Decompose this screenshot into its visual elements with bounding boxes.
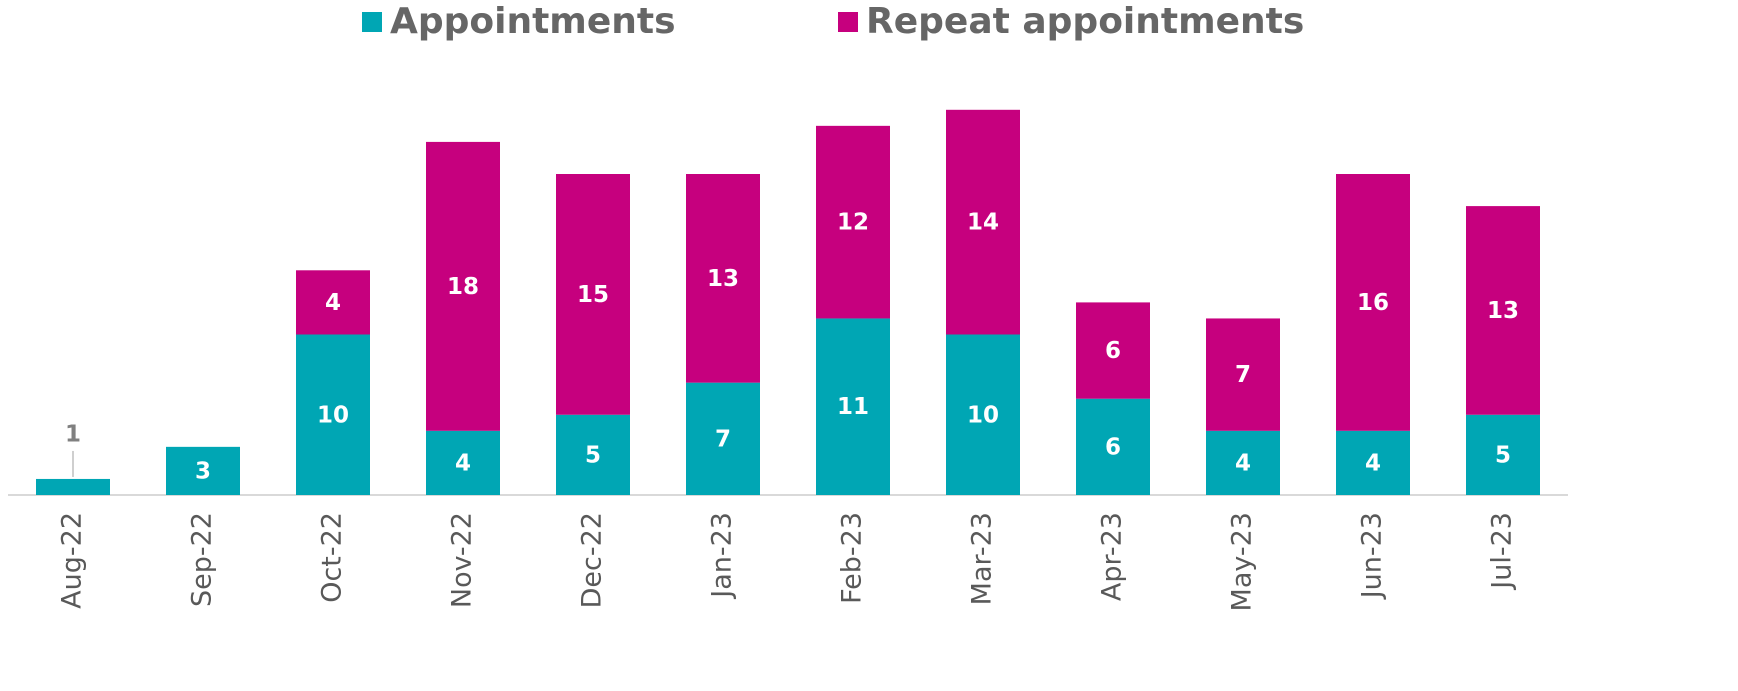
legend-swatch xyxy=(362,12,382,32)
bar-segment xyxy=(946,109,1020,335)
bar-segment xyxy=(1336,174,1410,431)
bar-segment xyxy=(1076,302,1150,399)
value-label: 1 xyxy=(65,421,81,447)
value-label: 4 xyxy=(325,290,341,316)
x-tick-label: Apr-23 xyxy=(1097,512,1128,601)
legend-label: Repeat appointments xyxy=(866,1,1304,42)
bar-segment xyxy=(296,334,370,495)
bar-segment xyxy=(426,430,500,495)
bar-segment xyxy=(1336,430,1410,495)
bar-segment xyxy=(36,478,110,495)
value-label: 10 xyxy=(967,402,999,428)
value-label: 7 xyxy=(1235,362,1251,388)
bar-segment xyxy=(1466,206,1540,415)
value-label: 16 xyxy=(1357,290,1389,316)
bar-segment xyxy=(556,414,630,495)
value-label: 4 xyxy=(1365,450,1381,476)
bar-segment xyxy=(556,174,630,415)
bar-segment xyxy=(816,318,890,495)
bar-segment xyxy=(1466,414,1540,495)
value-label: 5 xyxy=(1495,442,1511,468)
x-tick-label: Dec-22 xyxy=(577,512,608,608)
value-label: 5 xyxy=(585,442,601,468)
value-label: 12 xyxy=(837,210,869,236)
value-label: 6 xyxy=(1105,338,1121,364)
legend-swatch xyxy=(838,12,858,32)
x-tick-label: Jun-23 xyxy=(1357,512,1388,600)
value-label: 18 xyxy=(447,274,479,300)
bar-segment xyxy=(1206,318,1280,431)
bar-segment xyxy=(686,382,760,495)
x-tick-label: Nov-22 xyxy=(447,512,478,608)
x-tick-label: Jul-23 xyxy=(1487,512,1518,591)
value-label: 15 xyxy=(577,282,609,308)
x-tick-label: Sep-22 xyxy=(187,512,218,607)
value-label: 10 xyxy=(317,402,349,428)
value-label: 13 xyxy=(707,266,739,292)
value-label: 4 xyxy=(455,450,471,476)
value-label: 14 xyxy=(967,210,999,236)
x-tick-label: Aug-22 xyxy=(57,512,88,609)
x-tick-label: Feb-23 xyxy=(837,512,868,604)
bar-segment xyxy=(166,446,240,495)
value-label: 7 xyxy=(715,426,731,452)
bar-segment xyxy=(426,141,500,431)
value-label: 4 xyxy=(1235,450,1251,476)
bar-segment xyxy=(1206,430,1280,495)
bar-segment xyxy=(296,270,370,335)
value-label: 13 xyxy=(1487,298,1519,324)
value-label: 3 xyxy=(195,458,211,484)
value-label: 11 xyxy=(837,394,869,420)
x-tick-label: Oct-22 xyxy=(317,512,348,603)
x-tick-label: Mar-23 xyxy=(967,512,998,605)
bar-segment xyxy=(816,125,890,319)
legend-label: Appointments xyxy=(390,1,676,42)
x-tick-label: May-23 xyxy=(1227,512,1258,611)
bar-segment xyxy=(946,334,1020,495)
bar-segment xyxy=(1076,398,1150,495)
bar-segment xyxy=(686,174,760,383)
value-label: 6 xyxy=(1105,434,1121,460)
x-tick-label: Jan-23 xyxy=(707,512,738,600)
